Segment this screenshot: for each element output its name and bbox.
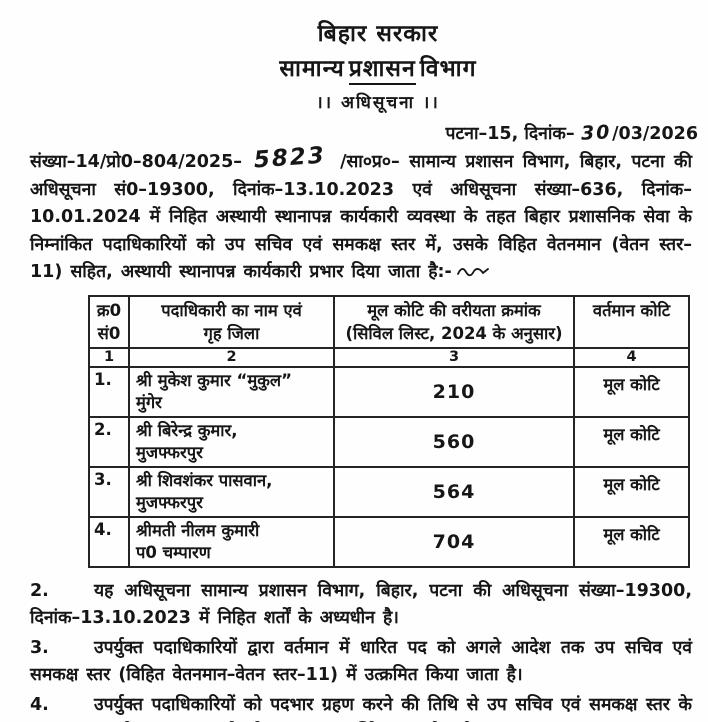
column-number-row: 1 2 3 4 bbox=[88, 346, 690, 368]
header-name-line1: पदाधिकारी का नाम एवं bbox=[161, 300, 302, 320]
department-title-underlined: प्रशासन bbox=[348, 56, 416, 85]
header-serial-number: क्र0 सं0 bbox=[88, 294, 130, 349]
officer-name: श्री शिवशंकर पासवान, bbox=[136, 470, 273, 490]
officer-name: श्री मुकेश कुमार “मुकुल” bbox=[136, 370, 292, 390]
row-current-grade: मूल कोटि bbox=[573, 465, 690, 518]
table-row: 1. श्री मुकेश कुमार “मुकुल” मुंगेर 210 मू… bbox=[88, 365, 690, 418]
place-date-prefix: पटना–15, दिनांक– bbox=[445, 124, 575, 144]
officer-name: श्री बिरेन्द्र कुमार, bbox=[136, 420, 238, 440]
header-name-line2: गृह जिला bbox=[203, 323, 260, 343]
table-row: 4. श्रीमती नीलम कुमारी प0 चम्पारण 704 मूल… bbox=[88, 515, 690, 568]
officer-name: श्रीमती नीलम कुमारी bbox=[136, 520, 260, 540]
place-date-line: पटना–15, दिनांक– 30/03/2026 bbox=[0, 121, 708, 145]
row-serial: 1. bbox=[88, 365, 130, 418]
row-serial: 4. bbox=[88, 515, 130, 568]
header-current-grade: वर्तमान कोटि bbox=[573, 294, 690, 349]
row-seniority-number: 560 bbox=[333, 415, 575, 468]
header-seniority-line2: (सिविल लिस्ट, 2024 के अनुसार) bbox=[345, 323, 563, 343]
row-current-grade: मूल कोटि bbox=[573, 415, 690, 468]
row-current-grade: मूल कोटि bbox=[573, 365, 690, 418]
row-seniority-number: 564 bbox=[333, 465, 575, 518]
row-officer-name: श्रीमती नीलम कुमारी प0 चम्पारण bbox=[128, 515, 335, 568]
clause-number: 4. bbox=[30, 694, 49, 715]
header-current-grade-label: वर्तमान कोटि bbox=[592, 300, 671, 320]
date-rest: /03/2026 bbox=[612, 124, 698, 144]
row-officer-name: श्री बिरेन्द्र कुमार, मुजफ्फरपुर bbox=[128, 415, 335, 468]
column-number-4: 4 bbox=[573, 346, 690, 368]
handwritten-day: 30 bbox=[580, 121, 612, 145]
table-row: 3. श्री शिवशंकर पासवान, मुजफ्फरपुर 564 मू… bbox=[88, 465, 690, 518]
clauses-section: 2. यह अधिसूचना सामान्य प्रशासन विभाग, बिह… bbox=[30, 578, 692, 722]
row-serial: 3. bbox=[88, 465, 130, 518]
opening-paragraph-body: /सा०प्र०– सामान्य प्रशासन विभाग, बिहार, … bbox=[30, 152, 692, 282]
header-serial-line2: सं0 bbox=[97, 323, 121, 343]
handwritten-letter-number: 5823 bbox=[253, 142, 327, 174]
department-title-post: विभाग bbox=[419, 56, 477, 82]
clause-2: 2. यह अधिसूचना सामान्य प्रशासन विभाग, बिह… bbox=[30, 578, 692, 632]
officer-district: मुजफ्फरपुर bbox=[136, 442, 203, 462]
document-header: बिहार सरकार सामान्य प्रशासन विभाग ।। अधिसू… bbox=[48, 0, 708, 113]
clause-text: उपर्युक्त पदाधिकारियों द्वारा वर्तमान मे… bbox=[30, 637, 692, 685]
row-seniority-number: 704 bbox=[333, 515, 575, 568]
officer-district: मुंगेर bbox=[136, 392, 162, 412]
department-title: सामान्य प्रशासन विभाग bbox=[48, 51, 708, 85]
header-seniority-line1: मूल कोटि की वरीयता क्रमांक bbox=[367, 300, 541, 320]
row-seniority-number: 210 bbox=[333, 365, 575, 418]
clause-text: उपर्युक्त पदाधिकारियों को पदभार ग्रहण कर… bbox=[30, 694, 692, 722]
government-title: बिहार सरकार bbox=[317, 21, 439, 47]
clause-text: यह अधिसूचना सामान्य प्रशासन विभाग, बिहार… bbox=[30, 580, 692, 628]
clause-number: 2. bbox=[30, 580, 49, 601]
handwritten-squiggle-mark bbox=[456, 268, 489, 277]
opening-paragraph: संख्या–14/प्रो0–804/2025– 5823/सा०प्र०– स… bbox=[30, 143, 692, 287]
column-number-3: 3 bbox=[333, 346, 575, 368]
officers-table: क्र0 सं0 पदाधिकारी का नाम एवं गृह जिला मूल… bbox=[88, 294, 690, 568]
row-serial: 2. bbox=[88, 415, 130, 468]
notification-heading: ।। अधिसूचना ।। bbox=[316, 93, 440, 113]
column-number-2: 2 bbox=[128, 346, 335, 368]
letter-number-prefix: संख्या–14/प्रो0–804/2025– bbox=[30, 152, 243, 172]
table-header-row: क्र0 सं0 पदाधिकारी का नाम एवं गृह जिला मूल… bbox=[88, 294, 690, 349]
clause-4: 4. उपर्युक्त पदाधिकारियों को पदभार ग्रहण … bbox=[30, 692, 692, 722]
clause-3: 3. उपर्युक्त पदाधिकारियों द्वारा वर्तमान … bbox=[30, 635, 692, 689]
row-current-grade: मूल कोटि bbox=[573, 515, 690, 568]
header-seniority-number: मूल कोटि की वरीयता क्रमांक (सिविल लिस्ट, … bbox=[333, 294, 575, 349]
officer-district: प0 चम्पारण bbox=[136, 542, 211, 562]
row-officer-name: श्री मुकेश कुमार “मुकुल” मुंगेर bbox=[128, 365, 335, 418]
row-officer-name: श्री शिवशंकर पासवान, मुजफ्फरपुर bbox=[128, 465, 335, 518]
column-number-1: 1 bbox=[88, 346, 130, 368]
department-title-pre: सामान्य bbox=[279, 56, 345, 82]
clause-number: 3. bbox=[30, 637, 49, 658]
header-officer-name: पदाधिकारी का नाम एवं गृह जिला bbox=[128, 294, 335, 349]
officer-district: मुजफ्फरपुर bbox=[136, 492, 203, 512]
header-serial-line1: क्र0 bbox=[96, 300, 122, 320]
table-row: 2. श्री बिरेन्द्र कुमार, मुजफ्फरपुर 560 म… bbox=[88, 415, 690, 468]
